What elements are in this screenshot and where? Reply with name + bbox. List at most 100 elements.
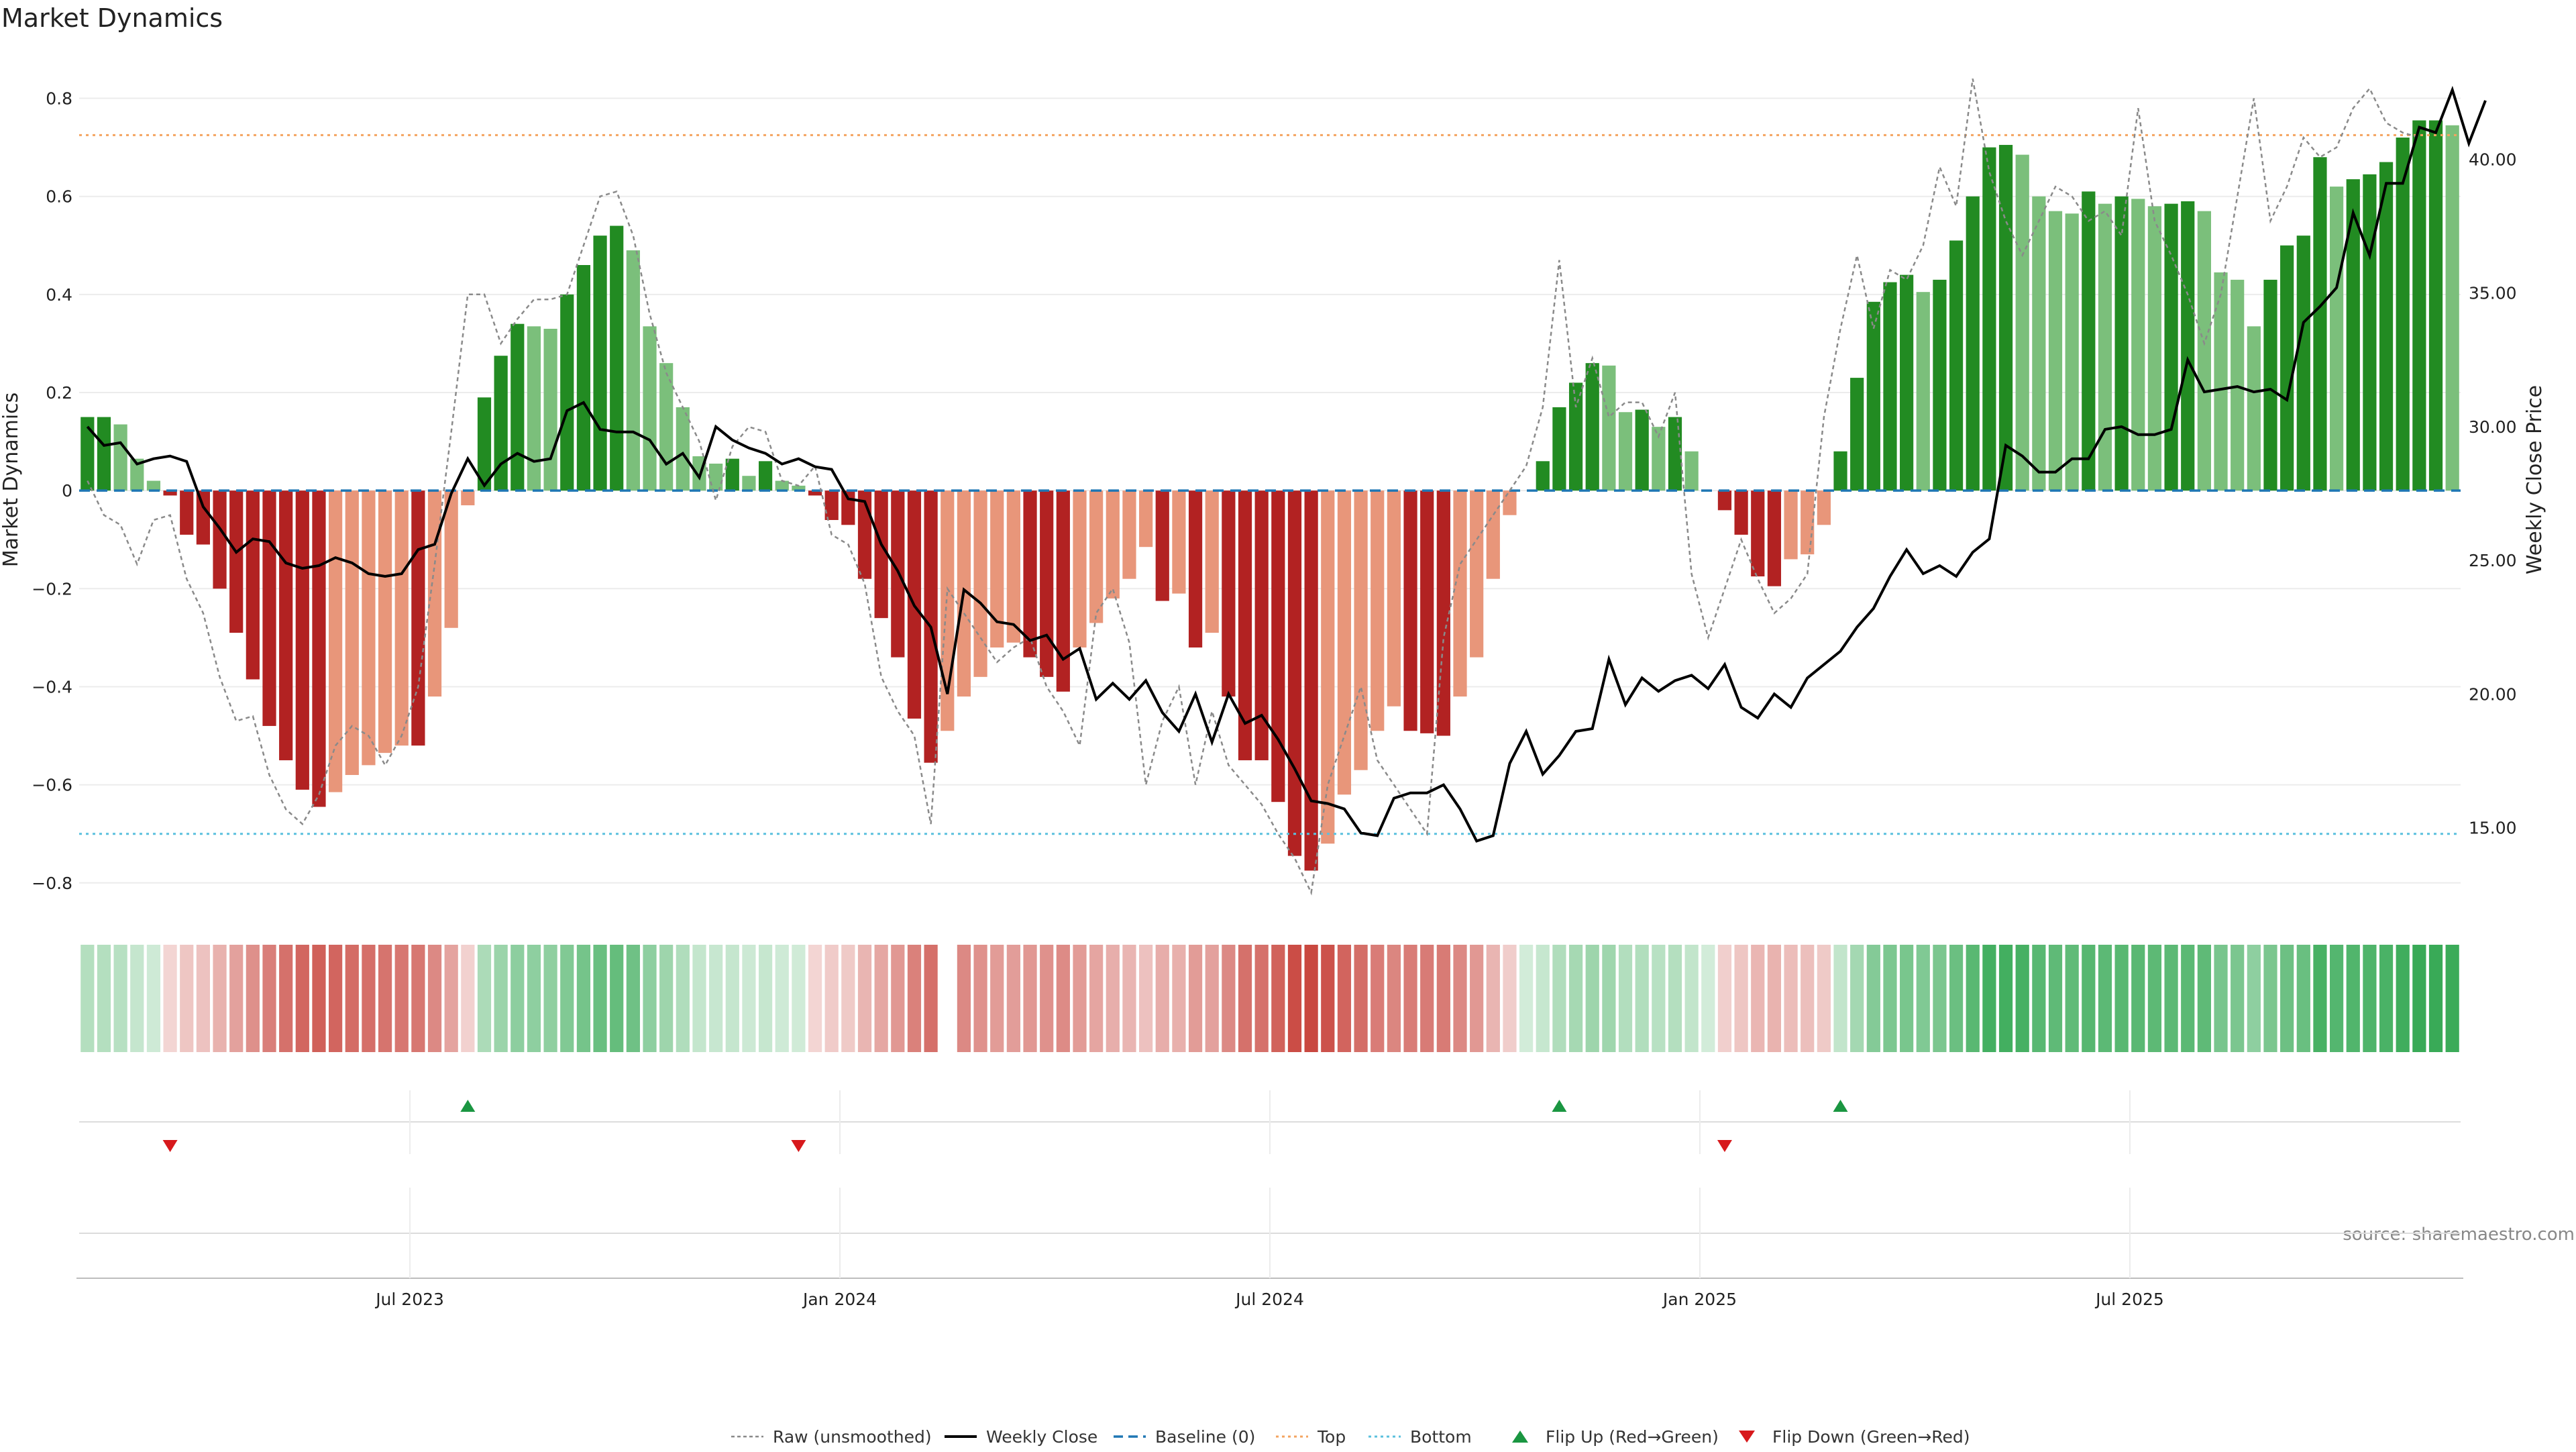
dynamics-bar [2181,201,2195,491]
strip-cell [2263,945,2277,1052]
strip-cell [1222,945,1236,1052]
legend-swatch-flip-down [1739,1431,1755,1443]
dynamics-bar [477,397,492,491]
strip-cell [262,945,276,1052]
strip-cell [725,945,739,1052]
dynamics-bar [2114,196,2129,491]
dynamics-bar [1371,490,1385,731]
strip-cell [1519,945,1534,1052]
strip-cell [1387,945,1401,1052]
dynamics-bar [1073,490,1087,647]
dynamics-bar [841,490,855,525]
strip-cell [1023,945,1037,1052]
strip-cell [1701,945,1715,1052]
strip-cell [659,945,674,1052]
legend-label: Baseline (0) [1155,1427,1255,1447]
dynamics-bar [1470,490,1484,658]
strip-cell [1354,945,1368,1052]
dynamics-bar [494,356,508,491]
strip-cell [1106,945,1120,1052]
strip-cell [1618,945,1633,1052]
strip-cell [1321,945,1335,1052]
dynamics-bar [1271,490,1285,802]
x-tick-label: Jan 2024 [802,1290,877,1309]
strip-cell [2015,945,2029,1052]
strip-cell [80,945,95,1052]
dynamics-bar [1966,196,1980,491]
strip-cell [1040,945,1054,1052]
dynamics-bar [196,490,211,545]
flip-markers [76,1090,2463,1279]
y2-tick-label: 35.00 [2469,284,2517,303]
dynamics-bar [1138,490,1153,548]
dynamics-bar [113,424,127,491]
y-tick-label: −0.8 [32,874,72,893]
dynamics-bar [1106,490,1120,599]
strip-cell [1536,945,1550,1052]
strip-cell [891,945,905,1052]
strip-cell [857,945,872,1052]
strip-cell [2147,945,2162,1052]
dynamics-bar [1536,461,1550,491]
dynamics-bar [1205,490,1219,633]
y-tick-label: 0.6 [46,187,72,207]
x-tick-label: Jul 2025 [2094,1290,2164,1309]
dynamics-bar [1949,240,1964,491]
strip-cell [1833,945,1847,1052]
dynamics-bar [2263,279,2277,491]
strip-cell [576,945,591,1052]
strip-cell [610,945,624,1052]
strip-cell [957,945,971,1052]
strip-cell [427,945,442,1052]
strip-cell [1801,945,1815,1052]
dynamics-bar [1883,282,1897,491]
strip-cell [1470,945,1484,1052]
strip-cell [411,945,425,1052]
dynamics-bar [1635,409,1649,491]
dynamics-bar [2379,162,2394,491]
strip-cell [1436,945,1450,1052]
dynamics-bar [1933,279,1947,491]
strip-cell [1933,945,1947,1052]
dynamics-bar [130,458,144,491]
dynamics-bar [1089,490,1104,623]
dynamics-bar [2313,157,2327,491]
dynamics-bar [329,490,343,792]
dynamics-bar [775,480,789,491]
dynamics-bar [2032,196,2046,491]
strip-cell [196,945,211,1052]
dynamics-bar [444,490,458,628]
strip-cell [1998,945,2013,1052]
strip-cell [1900,945,1914,1052]
y-tick-label: −0.6 [32,776,72,795]
dynamics-bar [97,417,111,491]
y-axis-label: Market Dynamics [0,393,23,568]
dynamics-bar [1717,490,1732,511]
flip-down-marker [1717,1140,1732,1152]
dynamics-bar [1850,378,1864,491]
dynamics-bars [80,120,2459,871]
strip-cell [924,945,938,1052]
strip-cell [1602,945,1616,1052]
dynamics-bar [527,326,541,491]
strip-cell [1817,945,1831,1052]
strip-cell [1784,945,1798,1052]
dynamics-bar [2428,120,2443,491]
dynamics-bar [2231,279,2245,491]
weekly-close-line [86,85,2487,843]
strip-cell [2445,945,2459,1052]
flip-up-marker [1552,1100,1567,1112]
strip-cell [2396,945,2410,1052]
strip-cell [2412,945,2426,1052]
source-note: source: sharemaestro.com [2343,1225,2575,1245]
dynamics-bar [378,490,392,754]
dynamics-bar [1436,490,1450,736]
strip-cell [2098,945,2112,1052]
dynamics-bar [758,461,773,491]
strip-cell [692,945,706,1052]
dynamics-bar [1188,490,1203,647]
strip-cell [1635,945,1649,1052]
strip-cell [2164,945,2178,1052]
dynamics-bar [1668,417,1682,491]
